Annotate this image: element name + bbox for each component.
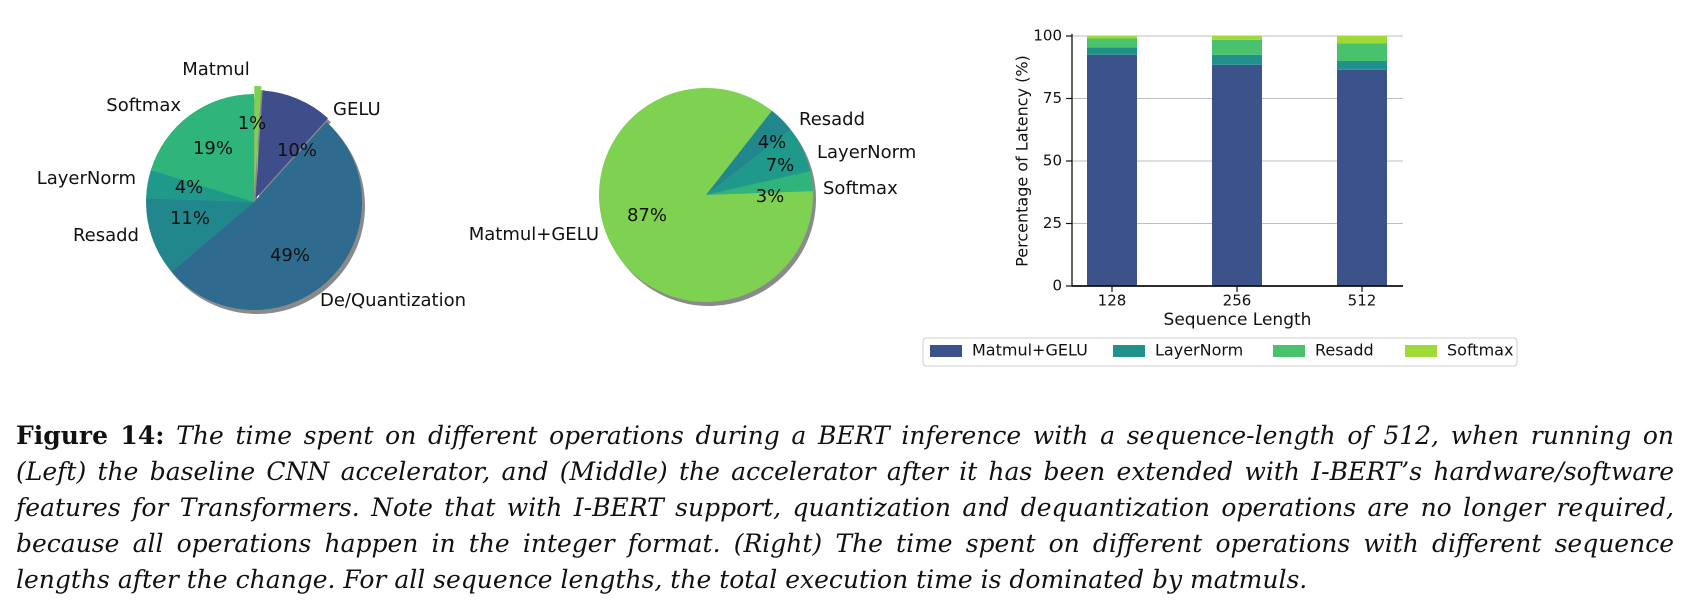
figure-canvas: 1% Matmul 10% GELU 49% De/Quantization 11% Resa… [37, 27, 1518, 367]
tick-label-x-512: 512 [1348, 292, 1377, 310]
legend-label-layernorm: LayerNorm [1155, 341, 1243, 360]
figure-caption: Figure 14: The time spent on different o… [16, 418, 1674, 598]
bar-resadd-128 [1087, 38, 1137, 48]
pie-pct-label-resadd: 11% [170, 208, 210, 229]
bar-matmul-gelu-512 [1337, 69, 1387, 286]
tick-label-y-0: 0 [1052, 277, 1062, 295]
pie-pct-label-layernorm: 7% [766, 155, 795, 176]
pie-label-softmax: Softmax [823, 178, 898, 199]
tick-label-y-25: 25 [1043, 214, 1062, 232]
pie-slice-layernorm [146, 170, 254, 202]
pie-pct-label-matmul-gelu: 87% [627, 205, 667, 226]
pie-label-resadd: Resadd [799, 109, 865, 130]
pie-slice-matmul-gelu [599, 87, 813, 302]
bar-softmax-512 [1337, 36, 1387, 44]
bar-layernorm-512 [1337, 61, 1387, 70]
pie-pct-label-gelu: 10% [277, 140, 317, 161]
bar-layernorm-128 [1087, 47, 1137, 55]
pie-pct-label-softmax: 19% [193, 138, 233, 159]
pie-slice-matmul [254, 86, 262, 195]
pie-pct-label-resadd: 4% [758, 132, 787, 153]
tick-label-x-128: 128 [1098, 292, 1127, 310]
pie-chart-middle: 4% Resadd 7% LayerNorm 3% Softmax 87% Matmul+GE… [469, 87, 916, 306]
tick-label-y-50: 50 [1043, 152, 1062, 170]
legend-swatch-matmul-gelu [930, 345, 962, 357]
pie-slice-softmax [706, 171, 813, 195]
legend-label-resadd: Resadd [1315, 341, 1374, 360]
pie-label-gelu: GELU [333, 99, 381, 120]
stacked-bar-chart-right: 0 25 50 75 100 128 256 512 Sequence Length Percen… [922, 27, 1518, 367]
bar-layernorm-256 [1212, 54, 1262, 65]
pie-pct-label-de-quantization: 49% [270, 245, 310, 266]
pie-slice-resadd [146, 198, 254, 272]
legend: Matmul+GELU LayerNorm Resadd Softmax [922, 337, 1518, 367]
bar-softmax-128 [1087, 36, 1137, 39]
pie-pct-label-softmax: 3% [756, 186, 785, 207]
tick-label-x-256: 256 [1223, 292, 1252, 310]
pie-label-matmul: Matmul [182, 59, 250, 80]
bar-matmul-gelu-256 [1212, 64, 1262, 286]
pie-chart-left: 1% Matmul 10% GELU 49% De/Quantization 11% Resa… [37, 59, 466, 314]
legend-swatch-softmax [1405, 345, 1437, 357]
bar-resadd-512 [1337, 43, 1387, 61]
pie-label-softmax: Softmax [106, 95, 181, 116]
pie-slice-de-quantization [171, 121, 362, 310]
bar-resadd-256 [1212, 39, 1262, 55]
legend-frame [922, 337, 1518, 367]
pie-pct-label-layernorm: 4% [175, 177, 204, 198]
pie-slice-resadd [706, 110, 791, 195]
caption-text: The time spent on different operations d… [16, 421, 1674, 594]
bar-matmul-gelu-128 [1087, 54, 1137, 286]
tick-label-y-100: 100 [1033, 27, 1062, 45]
pie-pct-label-matmul: 1% [238, 113, 267, 134]
pie-label-layernorm: LayerNorm [817, 142, 916, 163]
legend-label-matmul-gelu: Matmul+GELU [972, 341, 1088, 360]
x-axis-label: Sequence Length [1164, 310, 1312, 330]
tick-label-y-75: 75 [1043, 89, 1062, 107]
pie-slice-layernorm [706, 129, 811, 195]
pie-label-de-quantization: De/Quantization [320, 290, 466, 311]
y-axis-label: Percentage of Latency (%) [1013, 55, 1032, 267]
bar-softmax-256 [1212, 36, 1262, 40]
pie-label-resadd: Resadd [73, 225, 139, 246]
pie-label-layernorm: LayerNorm [37, 168, 136, 189]
legend-label-softmax: Softmax [1447, 341, 1513, 360]
pie-slice-gelu [255, 90, 329, 199]
pie-slice-softmax [150, 94, 254, 202]
caption-lead: Figure 14: [16, 421, 165, 450]
legend-swatch-layernorm [1113, 345, 1145, 357]
pie-label-matmul-gelu: Matmul+GELU [469, 224, 599, 245]
legend-swatch-resadd [1273, 345, 1305, 357]
